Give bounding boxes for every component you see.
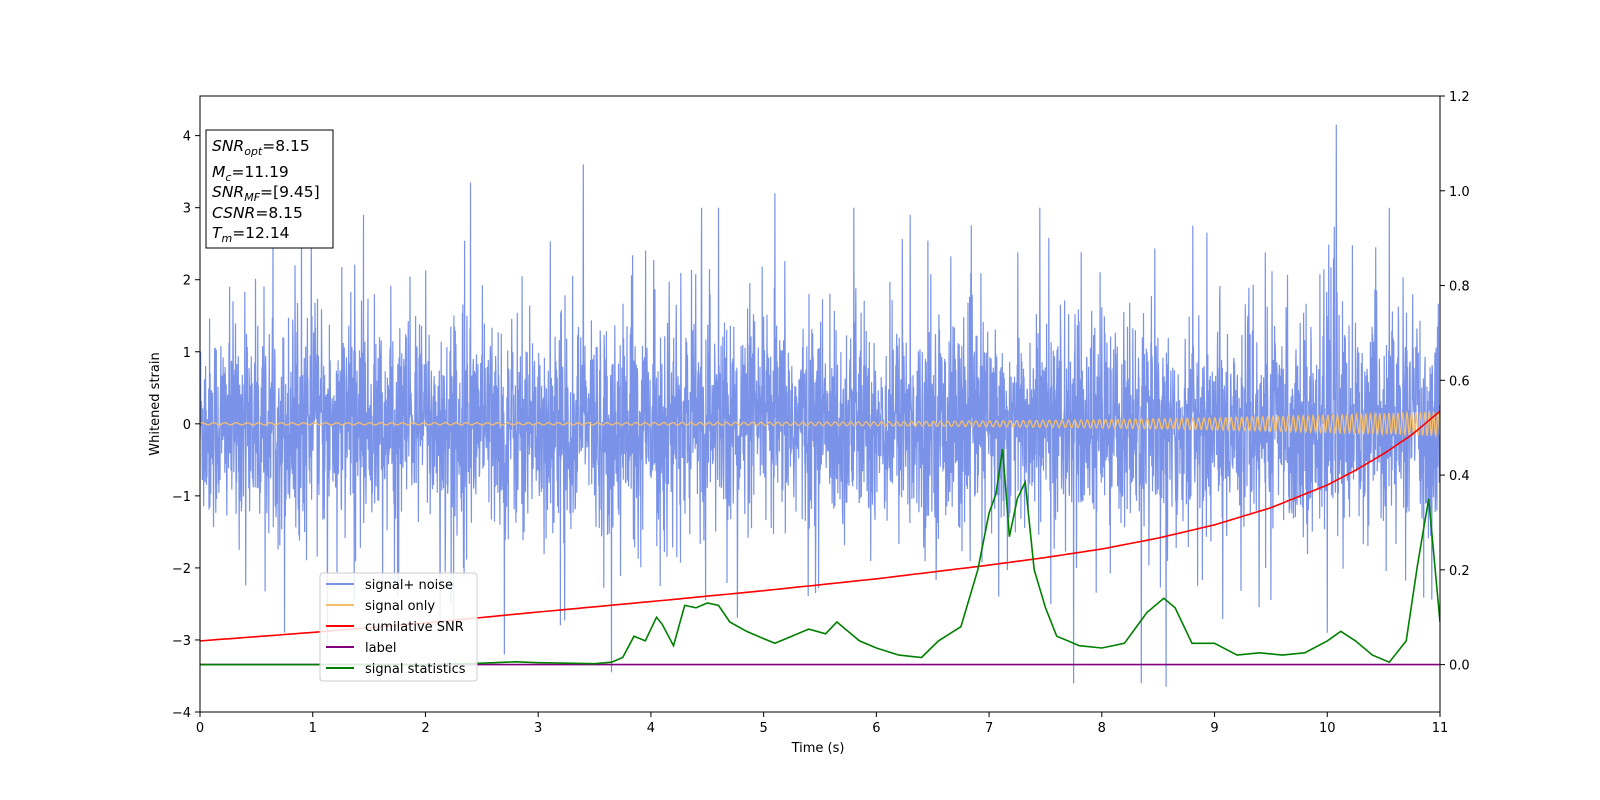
x-tick-label: 3 — [534, 721, 542, 736]
y-tick-label: −3 — [172, 634, 191, 649]
x-tick-label: 4 — [647, 721, 655, 736]
legend-label: label — [365, 641, 396, 656]
y-tick-label: 1 — [183, 346, 191, 361]
y2-tick-label: 1.2 — [1449, 90, 1470, 105]
x-tick-label: 0 — [196, 721, 204, 736]
x-tick-label: 6 — [872, 721, 880, 736]
legend-label: cumilative SNR — [365, 620, 464, 635]
y2-tick-label: 0.6 — [1449, 374, 1470, 389]
csnr-text: CSNR=8.15 — [212, 204, 303, 222]
x-tick-label: 7 — [985, 721, 993, 736]
y2-tick-label: 1.0 — [1449, 185, 1470, 200]
x-tick-label: 9 — [1210, 721, 1218, 736]
y-tick-label: 0 — [183, 418, 191, 433]
x-tick-label: 8 — [1098, 721, 1106, 736]
mc-text: Mc=11.19 — [212, 163, 289, 184]
y-axis-label: Whitened strain — [148, 352, 163, 455]
series-signal-noise — [200, 124, 1440, 687]
snr-opt-text: SNRopt=8.15 — [212, 137, 310, 158]
legend-label: signal only — [365, 599, 435, 614]
legend: signal+ noise signal only cumilative SNR la… — [319, 572, 478, 682]
x-tick-label: 1 — [309, 721, 317, 736]
snr-mf-text: SNRMF=[9.45] — [212, 183, 320, 204]
series-signal-statistics — [200, 448, 1440, 666]
y2-tick-label: 0.4 — [1449, 469, 1470, 484]
x-tick-label: 11 — [1432, 721, 1449, 736]
x-tick-label: 5 — [759, 721, 767, 736]
x-axis-label: Time (s) — [791, 741, 845, 756]
axes-layer: 0 1 2 3 4 5 6 7 8 9 10 11 −4 −3 −2 −1 0 1 2 3 4 0.0 0.2 0.4 0.6 0… — [172, 90, 1470, 736]
series-signal-only — [200, 409, 1440, 438]
x-tick-label: 2 — [421, 721, 429, 736]
series-cumilative-snr — [200, 410, 1440, 642]
y-tick-label: −2 — [172, 562, 191, 577]
tm-text: Tm=12.14 — [212, 224, 290, 245]
y-tick-label: −1 — [172, 490, 191, 505]
y-tick-label: 4 — [183, 130, 191, 145]
y-tick-label: −4 — [172, 706, 191, 721]
annotation-box: SNRopt=8.15 Mc=11.19 SNRMF=[9.45] CSNR=8… — [205, 129, 334, 249]
legend-label: signal+ noise — [365, 578, 453, 593]
x-tick-label: 10 — [1319, 721, 1336, 736]
y-tick-label: 3 — [183, 202, 191, 217]
y2-tick-label: 0.2 — [1449, 564, 1470, 579]
y2-tick-label: 0.0 — [1449, 659, 1470, 674]
legend-frame — [319, 572, 478, 682]
y-tick-label: 2 — [183, 274, 191, 289]
annotation-frame — [205, 129, 334, 249]
plot-frame — [199, 95, 1441, 713]
y2-tick-label: 0.8 — [1449, 280, 1470, 295]
legend-label: signal statistics — [365, 662, 466, 677]
